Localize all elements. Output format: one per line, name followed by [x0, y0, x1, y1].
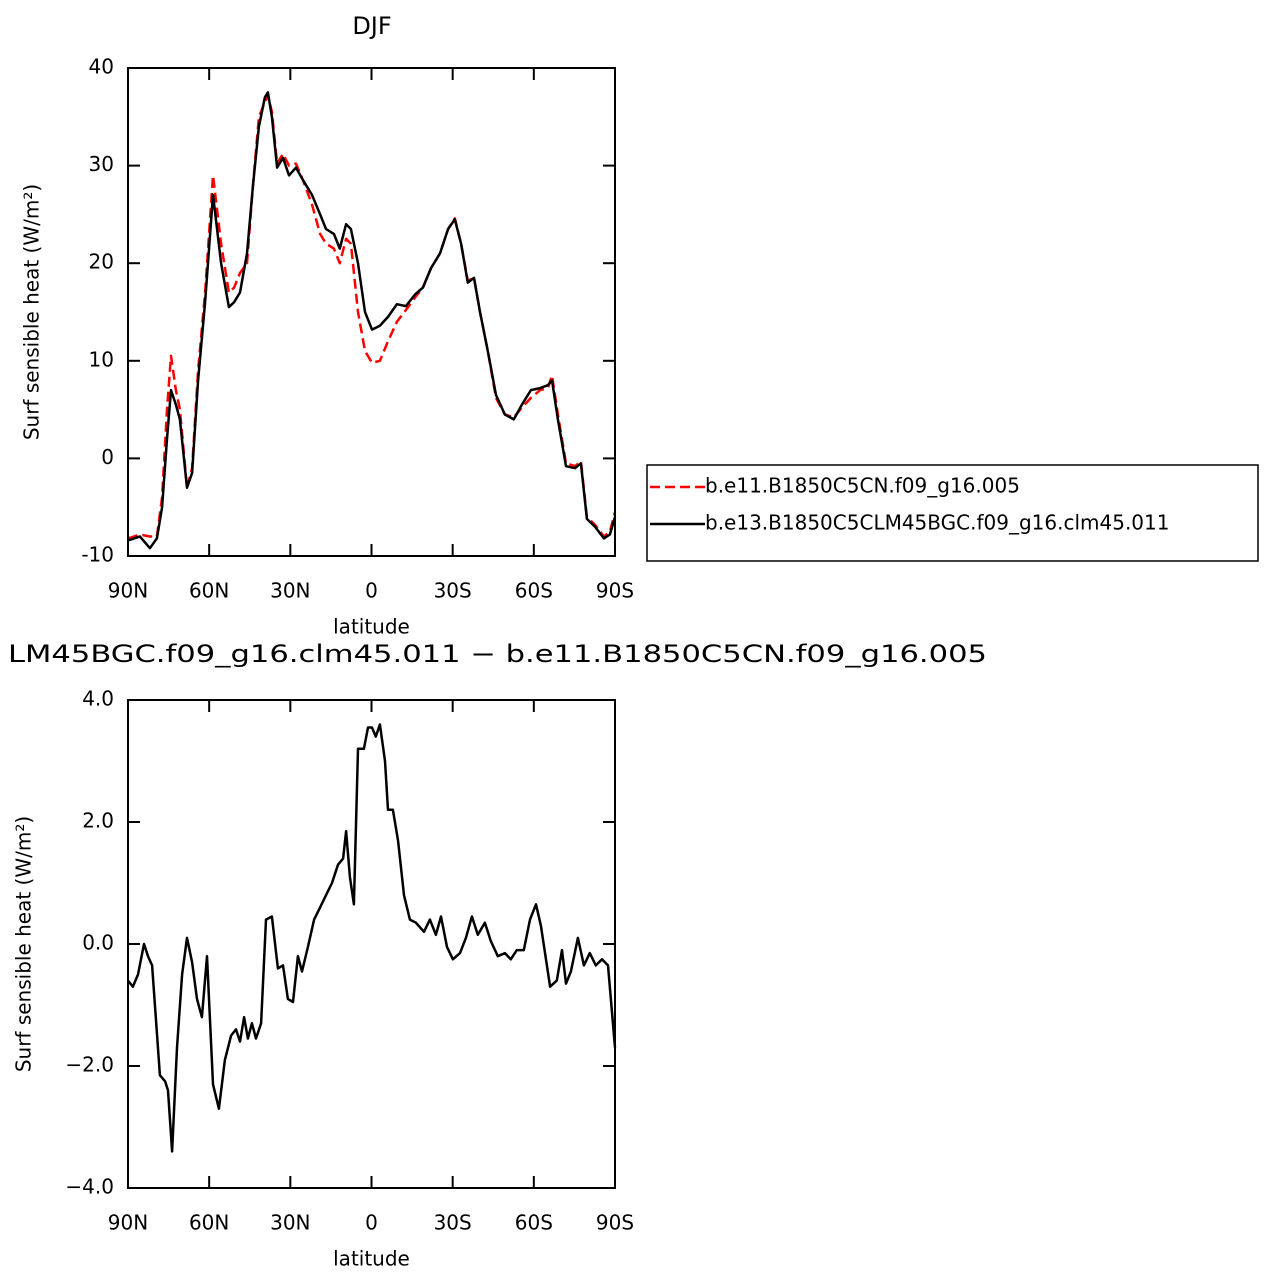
x-tick-label: 90N [108, 579, 148, 603]
x-axis-label: latitude [333, 1247, 410, 1271]
x-tick-label: 30N [270, 579, 310, 603]
y-tick-label: 2.0 [82, 809, 114, 833]
x-tick-label: 30S [434, 579, 472, 603]
x-tick-label: 90N [108, 1211, 148, 1235]
y-tick-label: 0 [101, 445, 114, 469]
y-tick-label: 20 [89, 250, 114, 274]
y-tick-label: −2.0 [65, 1053, 114, 1077]
x-tick-label: 90S [596, 1211, 634, 1235]
x-tick-label: 0 [365, 1211, 378, 1235]
y-tick-label: 40 [89, 55, 114, 79]
x-tick-label: 30S [434, 1211, 472, 1235]
data-line [127, 723, 617, 1153]
y-tick-label: 30 [89, 152, 114, 176]
data-line [127, 91, 617, 550]
y-axis-label: Surf sensible heat (W/m²) [12, 816, 36, 1072]
data-line [127, 94, 617, 540]
x-tick-label: 60S [515, 1211, 553, 1235]
legend-label: b.e11.B1850C5CN.f09_g16.005 [705, 474, 1020, 498]
legend-box [646, 464, 1259, 562]
x-tick-label: 0 [365, 579, 378, 603]
chart-title: LM45BGC.f09_g16.clm45.011 − b.e11.B1850C… [8, 640, 987, 668]
x-tick-label: 60S [515, 579, 553, 603]
chart-title: DJF [352, 12, 391, 40]
y-axis-label: Surf sensible heat (W/m²) [20, 184, 44, 440]
legend-label: b.e13.B1850C5CLM45BGC.f09_g16.clm45.011 [705, 511, 1169, 535]
x-tick-label: 30N [270, 1211, 310, 1235]
plot-frame [127, 67, 616, 557]
x-axis-label: latitude [333, 615, 410, 639]
y-tick-label: 4.0 [82, 687, 114, 711]
y-tick-label: -10 [81, 543, 114, 567]
y-tick-label: 0.0 [82, 931, 114, 955]
plot-frame [127, 699, 616, 1189]
y-tick-label: −4.0 [65, 1175, 114, 1199]
x-tick-label: 90S [596, 579, 634, 603]
x-tick-label: 60N [189, 1211, 229, 1235]
x-tick-label: 60N [189, 579, 229, 603]
y-tick-label: 10 [89, 347, 114, 371]
